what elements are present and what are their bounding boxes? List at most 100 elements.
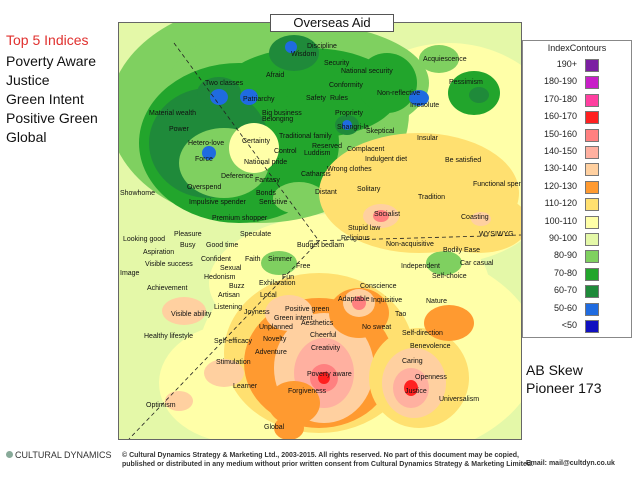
top-index-3: Green Intent: [6, 91, 84, 107]
map-label: Healthy lifestyle: [144, 333, 193, 340]
legend-label: 160-170: [543, 111, 577, 122]
legend-swatch: [585, 250, 599, 264]
top-indices-title: Top 5 Indices: [6, 32, 89, 48]
map-label: Nature: [426, 298, 447, 305]
map-label: Sensitive: [259, 199, 288, 206]
contour-region: [318, 372, 330, 384]
map-label: Visible ability: [171, 311, 212, 318]
legend-swatch: [585, 93, 599, 107]
map-label: Positive green: [285, 306, 329, 313]
legend-label: 180-190: [543, 76, 577, 87]
legend-label: 60-70: [553, 285, 577, 296]
map-label: Certainty: [242, 138, 271, 145]
legend-swatch: [585, 285, 599, 299]
map-label: Conscience: [360, 283, 397, 290]
index-legend: IndexContours 190+ 180-190 170-180 160-170 1…: [522, 40, 632, 338]
axis-divider-line: [308, 234, 521, 242]
axis-divider-line: [128, 240, 320, 439]
map-label: Busy: [180, 242, 196, 249]
map-label: Bonds: [256, 190, 276, 197]
map-label: Reserved: [312, 143, 342, 150]
map-label: Budget bedlam: [297, 242, 344, 249]
map-label: Non-reflective: [377, 90, 420, 97]
legend-label: 90-100: [548, 233, 577, 243]
map-label: Local: [260, 292, 277, 299]
map-label: Solitary: [357, 186, 381, 193]
contour-region: [419, 45, 459, 73]
legend-swatch: [585, 233, 599, 246]
map-label: Afraid: [266, 72, 284, 79]
map-label: Deference: [221, 173, 253, 180]
map-label: WYSIWYG: [479, 231, 514, 238]
map-label: Joyness: [244, 309, 270, 316]
legend-label: 100-110: [544, 215, 577, 226]
map-label: Confident: [201, 256, 231, 263]
map-label: Showhome: [120, 190, 155, 197]
map-label: Openness: [415, 374, 447, 381]
map-label: Overspend: [187, 184, 221, 191]
map-label: Hetero-love: [188, 140, 224, 147]
contour-region: [162, 297, 206, 325]
contour-region: [373, 210, 389, 222]
legend-swatch: [585, 302, 599, 316]
contour-region: [210, 89, 228, 105]
chart-title: Overseas Aid: [270, 14, 394, 32]
legend-label: 140-150: [543, 146, 577, 156]
map-label: Exhilaration: [259, 280, 296, 287]
map-label: Insular: [417, 135, 439, 142]
map-label: Benevolence: [410, 343, 451, 350]
map-label: Adaptable: [338, 296, 370, 303]
map-label: Visible success: [145, 261, 193, 268]
map-label: Force: [195, 156, 213, 163]
top-index-2: Justice: [6, 72, 50, 88]
map-label: Be satisfied: [445, 157, 481, 164]
legend-swatch: [585, 163, 599, 177]
map-label: Independent: [401, 263, 440, 270]
map-label: Creativity: [311, 345, 341, 352]
legend-swatch: [585, 59, 599, 72]
legend-swatch: [585, 215, 599, 229]
map-label: Forgiveness: [288, 388, 327, 395]
map-label: Complacent: [347, 146, 384, 153]
map-label: Skeptical: [366, 128, 395, 135]
legend-label: 170-180: [543, 93, 577, 104]
map-label: Premium shopper: [212, 215, 268, 222]
top-index-1: Poverty Aware: [6, 53, 97, 69]
map-label: Inquisitive: [371, 297, 402, 304]
legend-label: 130-140: [543, 163, 577, 174]
contour-region: [202, 146, 216, 160]
map-label: Achievement: [147, 285, 188, 292]
map-label: Impulsive spender: [189, 199, 246, 206]
legend-swatch: [585, 128, 599, 142]
contour-region: [285, 41, 297, 53]
company-logo: CULTURAL DYNAMICS: [6, 450, 112, 460]
map-label: Bodily Ease: [443, 247, 480, 254]
map-label: Global: [264, 424, 285, 431]
contour-region: [165, 391, 193, 411]
map-label: Self-choice: [432, 273, 467, 280]
map-label: Artisan: [218, 292, 240, 299]
contour-region: [342, 120, 352, 130]
legend-label: <50: [561, 320, 577, 330]
map-label: Two classes: [205, 80, 244, 87]
map-label: Faith: [245, 256, 261, 263]
contour-region: [426, 251, 462, 275]
map-label: Cheerful: [310, 332, 337, 339]
map-label: Buzz: [229, 283, 245, 290]
legend-label: 190+: [556, 59, 577, 69]
map-label: Hedonism: [204, 274, 236, 281]
logo-mark-icon: [6, 451, 13, 458]
map-label: Luddism: [304, 150, 331, 157]
map-label: Green intent: [274, 315, 313, 322]
map-label: Aesthetics: [301, 320, 334, 327]
legend-swatch: [585, 180, 599, 194]
contour-region: [240, 89, 258, 105]
legend-label: 80-90: [553, 250, 577, 261]
map-label: Socialist: [374, 211, 400, 218]
map-label: Self-efficacy: [214, 338, 252, 345]
legend-swatch: [585, 76, 599, 90]
map-label: Control: [274, 148, 297, 155]
map-label: Learner: [233, 383, 258, 390]
map-label: Wisdom: [291, 51, 316, 58]
